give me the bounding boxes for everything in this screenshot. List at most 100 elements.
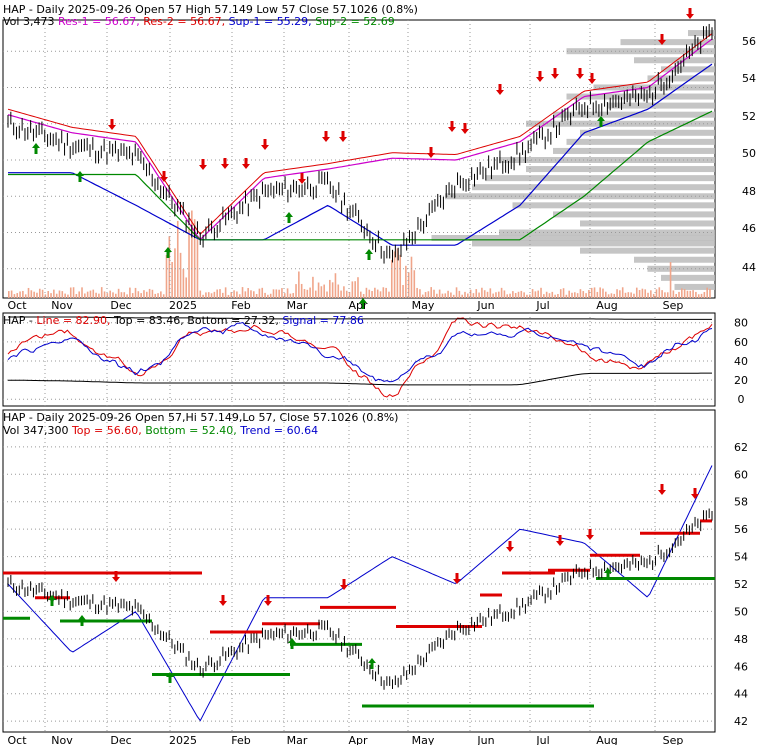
volume-bar bbox=[464, 291, 466, 298]
volume-bar bbox=[61, 291, 64, 298]
volume-bar bbox=[537, 290, 540, 298]
osc-line bbox=[7, 317, 713, 398]
volume-bar bbox=[447, 290, 449, 298]
volume-bar bbox=[69, 287, 72, 298]
volume-bar bbox=[75, 294, 78, 298]
volume-bar bbox=[686, 290, 689, 298]
osc-signal bbox=[7, 321, 713, 383]
volume-bar bbox=[286, 288, 289, 298]
volume-bar bbox=[120, 292, 123, 298]
volume-bar bbox=[22, 290, 24, 298]
volume-bar bbox=[379, 291, 382, 298]
sell-arrow bbox=[588, 73, 596, 84]
volume-bar bbox=[475, 289, 478, 298]
volume-bar bbox=[306, 289, 309, 298]
volume-bar bbox=[86, 291, 89, 298]
volume-bar bbox=[84, 293, 86, 298]
sell-arrow bbox=[112, 571, 120, 582]
volume-bar bbox=[700, 293, 703, 298]
volume-bar bbox=[196, 236, 199, 298]
profile-bar bbox=[566, 48, 715, 55]
y-tick-label: 56 bbox=[734, 523, 748, 536]
volume-bar bbox=[478, 292, 480, 298]
profile-bar bbox=[580, 247, 715, 254]
volume-bar bbox=[309, 287, 311, 298]
x-tick-label: May bbox=[412, 734, 435, 745]
volume-bar bbox=[689, 290, 692, 298]
volume-bar bbox=[486, 291, 489, 298]
profile-bar bbox=[688, 30, 715, 37]
profile-bar bbox=[553, 147, 715, 154]
volume-bar bbox=[616, 289, 618, 298]
panel2-header: HAP - Line = 82.90, Top = 83.46, Bottom … bbox=[3, 314, 364, 327]
volume-bar bbox=[112, 292, 114, 298]
volume-bar bbox=[241, 287, 244, 298]
buy-arrow bbox=[604, 568, 612, 579]
y-tick-label: 40 bbox=[734, 355, 748, 368]
volume-bar bbox=[337, 284, 340, 298]
sell-arrow bbox=[261, 139, 269, 150]
volume-bar bbox=[126, 294, 128, 298]
y-tick-label: 46 bbox=[742, 222, 756, 235]
volume-bar bbox=[191, 210, 193, 298]
sell-arrow bbox=[536, 71, 544, 82]
volume-bar bbox=[298, 271, 300, 298]
volume-bar bbox=[165, 255, 168, 298]
sell-arrow bbox=[340, 579, 348, 590]
volume-bar bbox=[531, 289, 534, 298]
x-tick-label: Dec bbox=[110, 734, 131, 745]
volume-bar bbox=[413, 270, 416, 298]
panel-price-support-resistance: 56 54 52 50 48 46 44 HAP - Daily 2025-09-26 Op… bbox=[2, 3, 756, 309]
volume-bar bbox=[283, 293, 286, 298]
volume-bar bbox=[703, 291, 706, 298]
volume-bar bbox=[540, 287, 542, 298]
volume-bar bbox=[512, 291, 514, 298]
legend-sup2: Sup-2 = 52.69 bbox=[315, 15, 395, 28]
volume-bar bbox=[624, 292, 627, 298]
volume-bar bbox=[599, 287, 601, 298]
profile-bar bbox=[661, 66, 715, 73]
volume-bar bbox=[382, 287, 385, 298]
sell-arrow bbox=[576, 68, 584, 79]
volume-bar bbox=[162, 294, 165, 298]
volume-bar bbox=[604, 291, 607, 298]
volume-bar bbox=[585, 293, 587, 298]
x-tick-label: Mar bbox=[287, 299, 308, 312]
volume-bar bbox=[123, 292, 126, 298]
volume-bar bbox=[103, 291, 106, 298]
panel1-signal-arrows bbox=[32, 8, 694, 309]
panel3-price-bars bbox=[7, 508, 713, 690]
volume-bar bbox=[514, 292, 517, 298]
volume-bar bbox=[171, 262, 173, 298]
volume-bar bbox=[602, 288, 604, 298]
volume-bar bbox=[36, 292, 38, 298]
volume-bar bbox=[365, 287, 368, 298]
volume-bar bbox=[362, 294, 365, 298]
volume-bar bbox=[134, 287, 137, 298]
volume-bar bbox=[329, 279, 331, 298]
x-tick-label: May bbox=[412, 299, 435, 312]
volume-bar bbox=[92, 289, 95, 298]
volume-bar bbox=[115, 293, 117, 298]
profile-bar bbox=[620, 39, 715, 46]
volume-bar bbox=[489, 288, 492, 298]
y-tick-label: 42 bbox=[734, 715, 748, 728]
y-tick-label: 62 bbox=[734, 441, 748, 454]
line-sup-2 bbox=[8, 110, 713, 241]
volume-bar bbox=[520, 290, 523, 298]
volume-bar bbox=[675, 294, 677, 298]
volume-bar bbox=[500, 287, 503, 298]
volume-bar bbox=[185, 277, 188, 298]
panel-oscillator: 80 60 40 20 0 HAP - Line = 82.90, Top = 83.4… bbox=[2, 312, 748, 407]
volume-bar bbox=[117, 288, 120, 298]
y-tick-label: 52 bbox=[734, 578, 748, 591]
legend-bottom: Bottom = 27.32, bbox=[187, 314, 279, 327]
volume-bar bbox=[269, 293, 272, 298]
volume-bar bbox=[374, 287, 376, 298]
volume-bar bbox=[371, 291, 373, 298]
y-tick-label: 20 bbox=[734, 374, 748, 387]
volume-bar bbox=[67, 294, 69, 298]
volume-bar bbox=[157, 293, 159, 298]
panel1-grid bbox=[3, 20, 715, 298]
header-high: High 57.149 bbox=[186, 3, 253, 16]
